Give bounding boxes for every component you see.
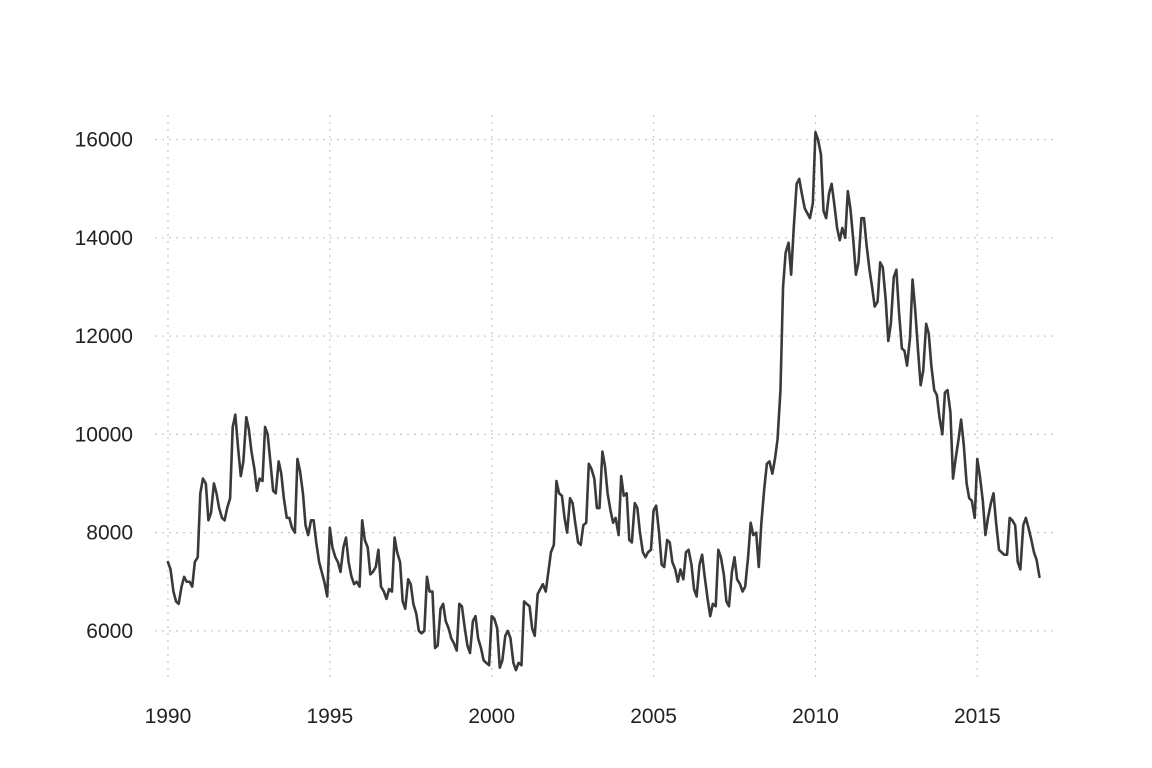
x-tick-label: 1995 <box>306 705 353 728</box>
chart-grid <box>155 115 1055 680</box>
series-group <box>166 130 1041 672</box>
x-tick-label: 2010 <box>792 705 839 728</box>
x-tick-label: 2005 <box>630 705 677 728</box>
y-tick-label: 6000 <box>86 620 133 643</box>
x-tick-label: 2015 <box>954 705 1001 728</box>
y-tick-label: 8000 <box>86 522 133 545</box>
y-tick-label: 10000 <box>75 423 133 446</box>
y-axis-tick-labels: 6000 8000 10000 12000 14000 16000 <box>75 129 133 643</box>
x-tick-label: 1990 <box>145 705 192 728</box>
x-tick-label: 2000 <box>468 705 515 728</box>
y-tick-label: 16000 <box>75 129 133 152</box>
y-tick-label: 14000 <box>75 227 133 250</box>
series-line-0 <box>166 130 1041 672</box>
x-axis-tick-labels: 1990 1995 2000 2005 2010 2015 <box>145 705 1001 728</box>
y-tick-label: 12000 <box>75 325 133 348</box>
